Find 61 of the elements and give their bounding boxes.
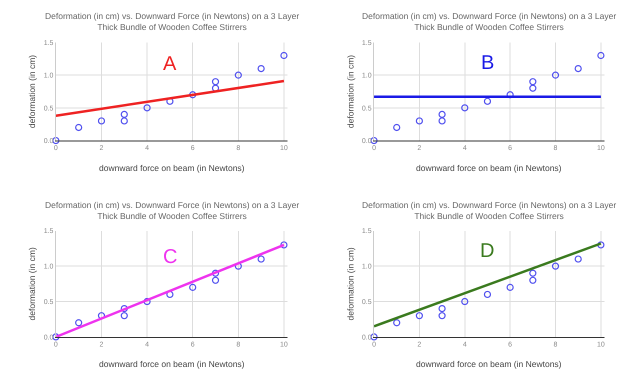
- point: [529, 270, 536, 277]
- point: [120, 110, 128, 118]
- point: [75, 319, 82, 326]
- point: [234, 72, 242, 79]
- point: [416, 117, 423, 125]
- point: [552, 262, 560, 270]
- point: [506, 284, 514, 291]
- point: [120, 312, 128, 320]
- series-label: D: [480, 240, 494, 262]
- point: [120, 305, 128, 312]
- point: [597, 241, 604, 249]
- chart-title: Deformation (in cm) vs. Downward Force (in Newtons) on a 3 Layer Thick Bundle of Wooden Coffee Stirrers: [45, 200, 300, 222]
- point: [98, 117, 106, 125]
- x-axis-title: downward force on beam (in Newtons): [99, 163, 245, 173]
- point: [416, 312, 423, 320]
- point: [529, 84, 536, 92]
- point: [166, 290, 174, 298]
- point: [120, 117, 128, 125]
- point: [393, 319, 400, 326]
- x-axis-title: downward force on beam (in Newtons): [416, 163, 562, 173]
- point: [212, 270, 220, 277]
- point: [189, 91, 196, 98]
- point: [189, 284, 196, 291]
- point: [461, 104, 468, 112]
- y-axis-title: deformation (in cm): [345, 54, 356, 128]
- point: [597, 52, 604, 60]
- point: [280, 241, 288, 249]
- point: [234, 262, 242, 270]
- chart-title: Deformation (in cm) vs. Downward Force (in Newtons) on a 3 Layer Thick Bundle of Wooden Coffee Stirrers: [362, 11, 616, 32]
- point: [461, 298, 468, 306]
- point: [212, 276, 220, 284]
- y-axis-title: deformation (in cm): [27, 247, 38, 320]
- chart-title: Deformation (in cm) vs. Downward Force (in Newtons) on a 3 Layer Thick Bundle of Wooden Coffee Stirrers: [362, 200, 616, 222]
- series-label: B: [481, 52, 494, 74]
- y-axis-title: deformation (in cm): [345, 247, 356, 320]
- point: [258, 255, 265, 263]
- point: [484, 290, 492, 298]
- point: [75, 124, 82, 132]
- chart-title: Deformation (in cm) vs. Downward Force (in Newtons) on a 3 Layer Thick Bundle of Wooden Coffee Stirrers: [45, 11, 300, 32]
- series-label: C: [163, 246, 178, 268]
- x-axis-title: downward force on beam (in Newtons): [416, 359, 562, 369]
- x-axis-title: downward force on beam (in Newtons): [99, 359, 245, 369]
- y-axis-title: deformation (in cm): [27, 54, 38, 128]
- point: [212, 78, 220, 86]
- point: [506, 91, 514, 98]
- point: [143, 298, 151, 306]
- point: [438, 110, 446, 118]
- point: [529, 78, 536, 86]
- point: [438, 117, 446, 125]
- point: [143, 104, 151, 112]
- point: [574, 255, 582, 263]
- point: [280, 52, 288, 60]
- point: [484, 98, 492, 105]
- point: [574, 64, 582, 72]
- series-label: A: [163, 53, 177, 75]
- point: [529, 276, 536, 284]
- point: [258, 64, 265, 72]
- point: [552, 72, 560, 79]
- point: [438, 305, 446, 312]
- point: [438, 312, 446, 320]
- point: [393, 124, 400, 132]
